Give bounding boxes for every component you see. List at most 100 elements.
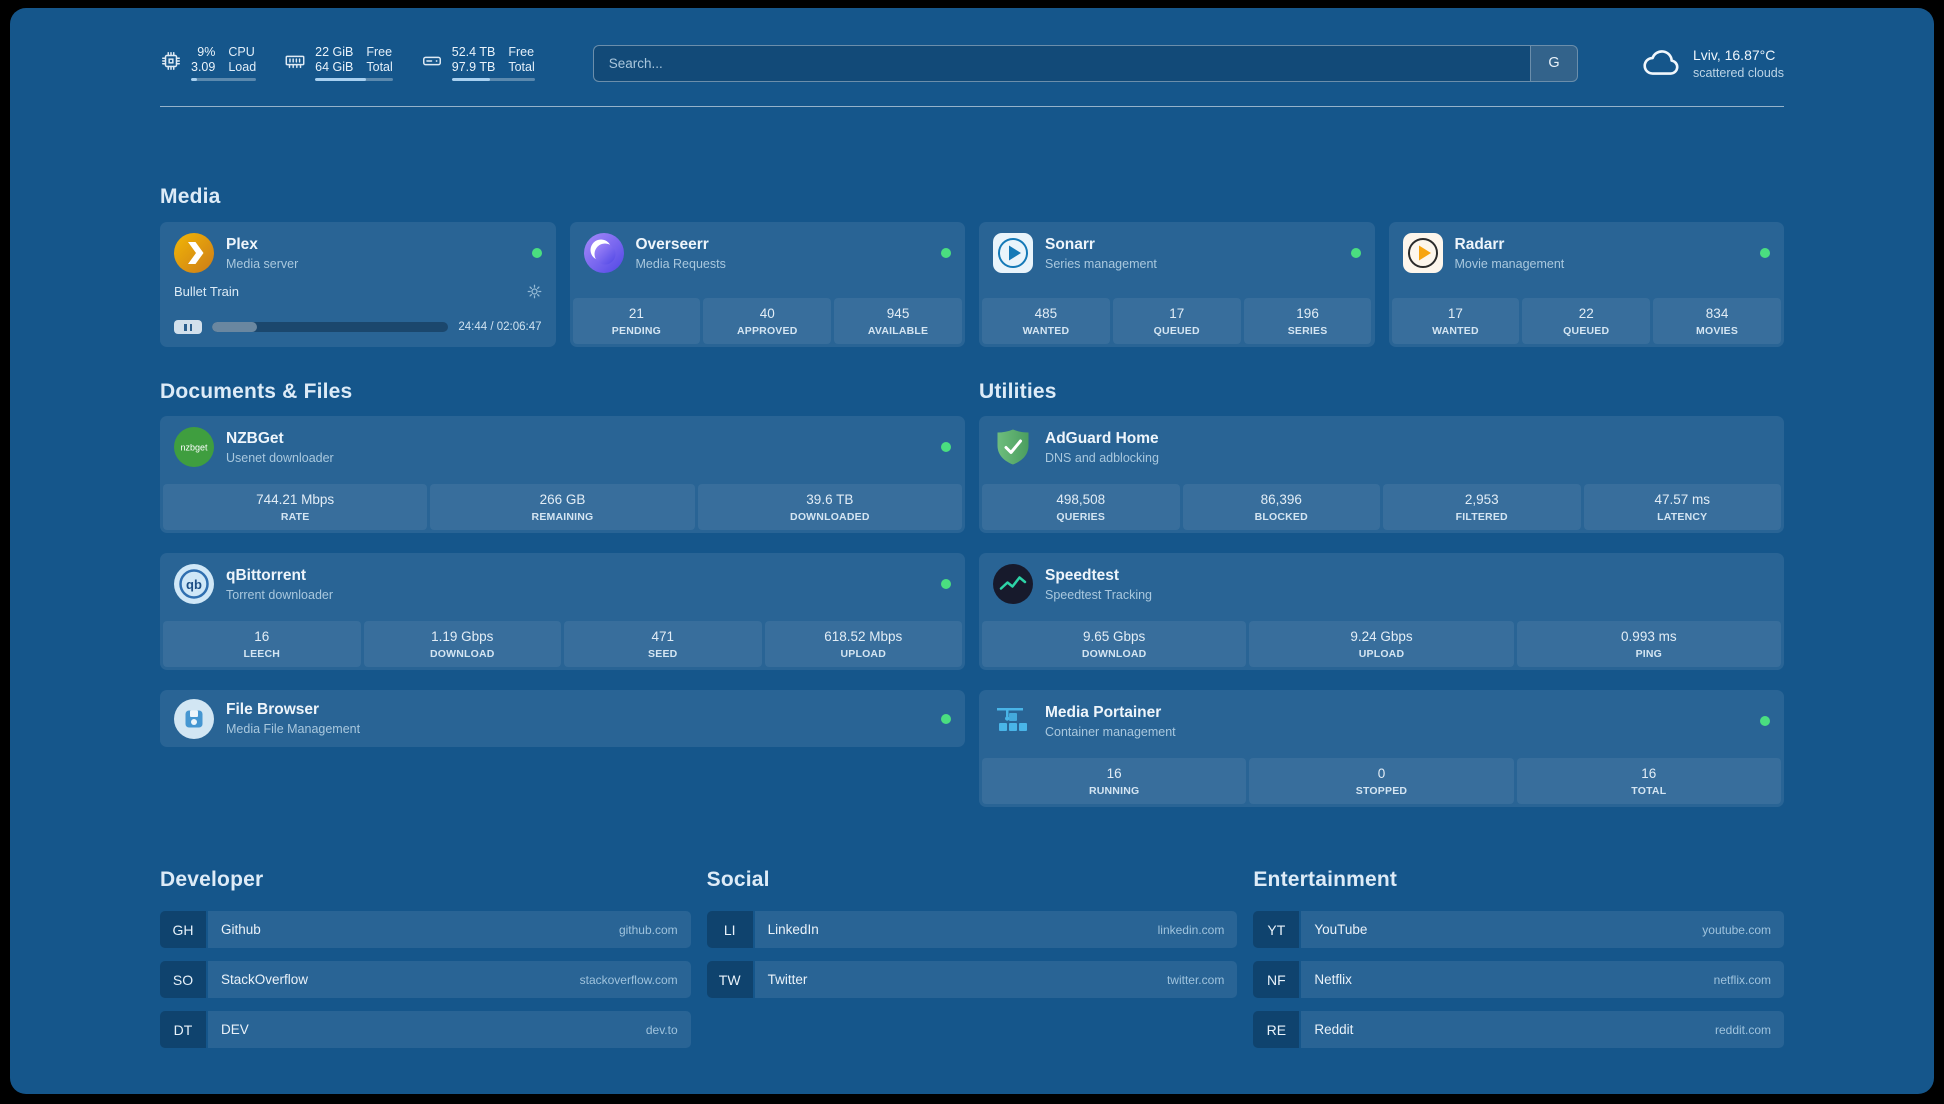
memory-icon bbox=[284, 45, 306, 72]
cpu-icon bbox=[160, 45, 182, 72]
service-card-plex[interactable]: Plex Media server Bullet Train bbox=[160, 222, 556, 347]
stat-value: 40 bbox=[759, 306, 775, 321]
bookmark-group-title: Entertainment bbox=[1253, 868, 1398, 891]
bookmark-reddit[interactable]: RE Reddit reddit.com bbox=[1253, 1011, 1784, 1048]
stat-label: WANTED bbox=[1432, 325, 1479, 337]
stat-label: AVAILABLE bbox=[867, 325, 929, 337]
service-card-qbittorrent[interactable]: qb qBittorrent Torrent downloader 16 LEE… bbox=[160, 553, 965, 670]
dashboard: 9% CPU 3.09 Load bbox=[10, 8, 1934, 1094]
playback-progress-bar[interactable] bbox=[212, 322, 449, 332]
search-input[interactable] bbox=[593, 45, 1530, 81]
service-name: NZBGet bbox=[226, 429, 284, 447]
disk-progress-bar bbox=[451, 78, 535, 81]
stat-value: 1.19 Gbps bbox=[431, 629, 494, 644]
section-utilities: Utilities AdGuard Home bbox=[979, 380, 1784, 807]
service-card-overseerr[interactable]: Overseerr Media Requests 21 PENDING 40 A… bbox=[569, 222, 965, 347]
bookmark-dev[interactable]: DT DEV dev.to bbox=[160, 1011, 691, 1048]
memory-total-label: Total bbox=[366, 60, 393, 74]
service-card-speedtest[interactable]: Speedtest Speedtest Tracking 9.65 Gbps D… bbox=[979, 553, 1784, 670]
stat-seed: 471 SEED bbox=[564, 621, 762, 667]
service-name: File Browser bbox=[226, 701, 320, 718]
bookmark-netflix[interactable]: NF Netflix netflix.com bbox=[1253, 961, 1784, 998]
stat-stopped: 0 STOPPED bbox=[1249, 758, 1514, 804]
service-name: Radarr bbox=[1454, 235, 1505, 253]
cpu-stats: 9% CPU 3.09 Load bbox=[191, 45, 257, 81]
nzbget-icon-label: nzbget bbox=[180, 443, 208, 453]
bookmark-name: DEV bbox=[221, 1022, 249, 1037]
service-name: Overseerr bbox=[635, 235, 709, 253]
bookmark-stackoverflow[interactable]: SO StackOverflow stackoverflow.com bbox=[160, 961, 691, 998]
search-provider-button[interactable]: G bbox=[1529, 45, 1577, 81]
bookmark-abbr: LI bbox=[706, 911, 753, 948]
cloud-icon bbox=[1640, 42, 1682, 84]
bookmark-group-entertainment: Entertainment YT YouTube youtube.com NF … bbox=[1253, 868, 1784, 1048]
service-card-radarr[interactable]: Radarr Movie management 17 WANTED 22 QUE… bbox=[1388, 222, 1784, 347]
bookmark-name: Github bbox=[221, 922, 261, 937]
service-card-adguard[interactable]: AdGuard Home DNS and adblocking 498,508 … bbox=[979, 416, 1784, 533]
bookmark-url: dev.to bbox=[645, 1022, 678, 1037]
pause-icon[interactable] bbox=[174, 320, 202, 334]
stat-download: 9.65 Gbps DOWNLOAD bbox=[982, 621, 1247, 667]
service-card-filebrowser[interactable]: File Browser Media File Management bbox=[160, 690, 965, 747]
stat-label: DOWNLOADED bbox=[790, 511, 870, 523]
settings-gear-icon[interactable] bbox=[527, 284, 542, 299]
stat-value: 2,953 bbox=[1464, 492, 1499, 507]
service-description: Media Requests bbox=[635, 256, 726, 271]
service-name: Sonarr bbox=[1045, 235, 1095, 253]
overseerr-icon bbox=[583, 233, 624, 273]
stats-row: 498,508 QUERIES 86,396 BLOCKED 2,953 FIL… bbox=[979, 481, 1784, 533]
speedtest-icon bbox=[993, 564, 1033, 604]
service-card-portainer[interactable]: Media Portainer Container management 16 … bbox=[979, 690, 1784, 807]
stat-label: MOVIES bbox=[1696, 325, 1739, 337]
service-description: Usenet downloader bbox=[226, 450, 334, 465]
disk-total-label: Total bbox=[508, 60, 535, 74]
service-description: Movie management bbox=[1454, 256, 1565, 271]
stat-label: DOWNLOAD bbox=[1081, 648, 1147, 660]
status-dot bbox=[941, 248, 951, 258]
stat-value: 266 GB bbox=[539, 492, 586, 507]
bookmark-group-developer: Developer GH Github github.com SO StackO… bbox=[160, 868, 691, 1048]
stat-running: 16 RUNNING bbox=[982, 758, 1247, 804]
bookmark-youtube[interactable]: YT YouTube youtube.com bbox=[1253, 911, 1784, 948]
stat-value: 0 bbox=[1377, 766, 1386, 781]
portainer-icon bbox=[993, 701, 1033, 741]
bookmark-abbr: RE bbox=[1253, 1011, 1300, 1048]
stat-upload: 9.24 Gbps UPLOAD bbox=[1249, 621, 1514, 667]
stat-filtered: 2,953 FILTERED bbox=[1383, 484, 1581, 530]
weather-widget: Lviv, 16.87°C scattered clouds bbox=[1640, 42, 1784, 84]
qbittorrent-icon: qb bbox=[174, 564, 214, 604]
stat-value: 744.21 Mbps bbox=[256, 492, 335, 507]
stat-value: 9.24 Gbps bbox=[1350, 629, 1413, 644]
stat-wanted: 17 WANTED bbox=[1391, 298, 1520, 344]
stat-pending: 21 PENDING bbox=[572, 298, 701, 344]
service-card-nzbget[interactable]: nzbget NZBGet Usenet downloader 744.21 M… bbox=[160, 416, 965, 533]
stat-value: 9.65 Gbps bbox=[1083, 629, 1146, 644]
bookmark-url: reddit.com bbox=[1714, 1022, 1771, 1037]
stat-rate: 744.21 Mbps RATE bbox=[163, 484, 428, 530]
service-description: Speedtest Tracking bbox=[1045, 587, 1153, 602]
stat-value: 47.57 ms bbox=[1654, 492, 1711, 507]
bookmark-twitter[interactable]: TW Twitter twitter.com bbox=[706, 961, 1238, 998]
nzbget-icon: nzbget bbox=[174, 427, 214, 467]
bookmark-abbr: TW bbox=[706, 961, 753, 998]
stat-label: APPROVED bbox=[736, 325, 798, 337]
stats-row: 485 WANTED 17 QUEUED 196 SERIES bbox=[979, 295, 1375, 347]
cpu-progress-fill bbox=[191, 78, 197, 81]
bookmark-linkedin[interactable]: LI LinkedIn linkedin.com bbox=[706, 911, 1238, 948]
stat-value: 21 bbox=[628, 306, 644, 321]
stat-label: FILTERED bbox=[1455, 511, 1508, 523]
stat-value: 618.52 Mbps bbox=[824, 629, 903, 644]
stat-label: QUEUED bbox=[1153, 325, 1200, 337]
stat-queued: 17 QUEUED bbox=[1112, 298, 1241, 344]
bookmark-url: youtube.com bbox=[1702, 922, 1771, 937]
player-row: 24:44 / 02:06:47 bbox=[160, 311, 556, 347]
bookmark-github[interactable]: GH Github github.com bbox=[160, 911, 691, 948]
search-bar[interactable]: G bbox=[592, 44, 1578, 82]
stat-blocked: 86,396 BLOCKED bbox=[1182, 484, 1380, 530]
stat-downloaded: 39.6 TB DOWNLOADED bbox=[697, 484, 962, 530]
memory-stats: 22 GiB Free 64 GiB Total bbox=[315, 45, 393, 81]
bookmark-group-title: Social bbox=[706, 868, 770, 891]
service-card-sonarr[interactable]: Sonarr Series management 485 WANTED 17 Q… bbox=[979, 222, 1375, 347]
service-description: Media File Management bbox=[226, 722, 361, 736]
status-dot bbox=[1760, 716, 1770, 726]
